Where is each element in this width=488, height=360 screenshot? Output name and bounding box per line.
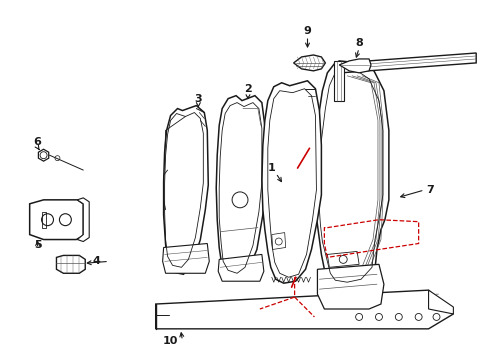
Polygon shape [326, 251, 358, 267]
Polygon shape [77, 198, 89, 242]
Text: 10: 10 [163, 336, 178, 346]
Text: 8: 8 [354, 38, 362, 48]
Polygon shape [262, 81, 321, 283]
Polygon shape [155, 290, 452, 329]
Polygon shape [339, 59, 370, 73]
Text: 1: 1 [267, 163, 275, 173]
Polygon shape [341, 53, 475, 73]
Polygon shape [56, 255, 85, 273]
Polygon shape [314, 61, 388, 289]
Text: 7: 7 [426, 185, 433, 195]
Text: 5: 5 [34, 240, 41, 251]
Polygon shape [317, 264, 383, 309]
Text: 4: 4 [92, 256, 100, 266]
Polygon shape [216, 96, 265, 279]
Text: 6: 6 [34, 137, 41, 147]
Polygon shape [427, 290, 452, 314]
Text: 9: 9 [303, 26, 311, 36]
Polygon shape [163, 105, 208, 274]
Text: 3: 3 [194, 94, 202, 104]
Polygon shape [39, 149, 49, 161]
Polygon shape [30, 200, 83, 239]
Polygon shape [334, 61, 344, 100]
Polygon shape [293, 55, 325, 71]
Polygon shape [163, 243, 209, 273]
Polygon shape [218, 255, 264, 281]
Text: 2: 2 [244, 84, 251, 94]
